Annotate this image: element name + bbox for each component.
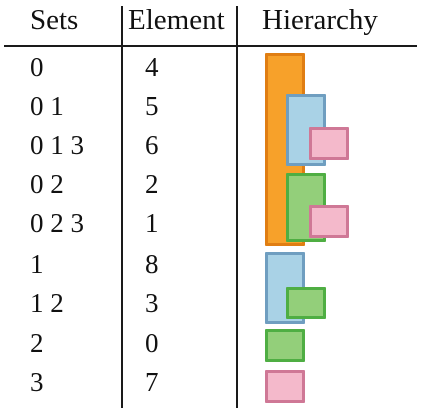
row-3-element: 2 — [145, 171, 159, 198]
row-2-sets: 0 1 3 — [30, 132, 84, 159]
header-hierarchy: Hierarchy — [262, 6, 378, 35]
row-1-element: 5 — [145, 93, 159, 120]
row-8-element: 7 — [145, 369, 159, 396]
header-element: Element — [128, 6, 225, 35]
header-sets: Sets — [30, 6, 78, 35]
column-divider-element-hierarchy — [236, 6, 238, 408]
row-6-sets: 1 2 — [30, 290, 64, 317]
row-6-element: 3 — [145, 290, 159, 317]
row-4-sets: 0 2 3 — [30, 210, 84, 237]
row-0-sets: 0 — [30, 54, 44, 81]
row-5-element: 8 — [145, 251, 159, 278]
header-rule — [4, 45, 417, 47]
row-7-sets: 2 — [30, 330, 44, 357]
set-2-box — [265, 329, 305, 362]
row-2-element: 6 — [145, 132, 159, 159]
set-1-2-box — [286, 287, 326, 319]
row-8-sets: 3 — [30, 369, 44, 396]
row-4-element: 1 — [145, 210, 159, 237]
row-3-sets: 0 2 — [30, 171, 64, 198]
set-3-box — [265, 370, 305, 403]
set-0-1-3-box — [309, 127, 349, 160]
row-5-sets: 1 — [30, 251, 44, 278]
set-0-2-3-box — [309, 205, 349, 238]
row-0-element: 4 — [145, 54, 159, 81]
column-divider-sets-element — [121, 6, 123, 408]
row-7-element: 0 — [145, 330, 159, 357]
row-1-sets: 0 1 — [30, 93, 64, 120]
